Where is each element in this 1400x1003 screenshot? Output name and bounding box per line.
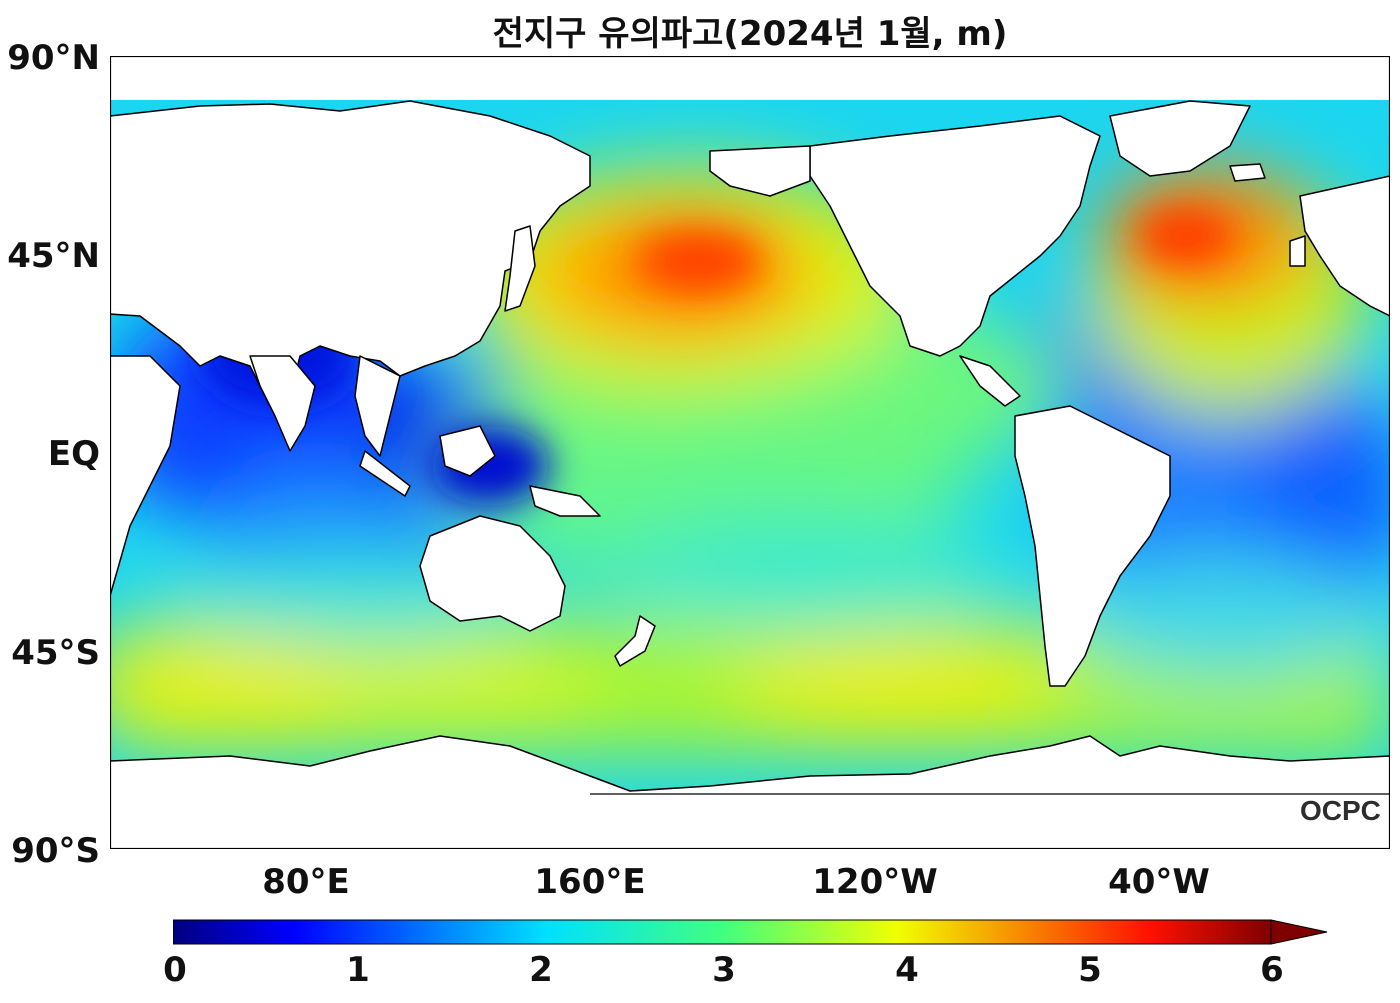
colorbar-tick-0: 0 bbox=[163, 950, 187, 990]
lon-label-40w: 40°W bbox=[1108, 862, 1210, 902]
land-greenland bbox=[1109, 100, 1251, 177]
land-sumatra bbox=[359, 450, 411, 497]
land-north-america bbox=[809, 115, 1101, 357]
colorbar-tick-1: 1 bbox=[346, 950, 370, 990]
land-japan bbox=[504, 225, 536, 312]
land-british-isles bbox=[1289, 235, 1306, 267]
lat-label-eq: EQ bbox=[47, 434, 100, 474]
antarctic-no-data bbox=[110, 794, 1390, 849]
land-new-zealand bbox=[614, 615, 656, 667]
lon-label-160e: 160°E bbox=[534, 862, 646, 902]
colorbar-tick-4: 4 bbox=[895, 950, 919, 990]
colorbar-tick-5: 5 bbox=[1078, 950, 1102, 990]
land-europe bbox=[1299, 175, 1390, 317]
lat-label-45s: 45°S bbox=[11, 633, 100, 673]
land-africa-part bbox=[110, 355, 181, 597]
land-australia bbox=[419, 515, 566, 632]
arctic-no-data bbox=[110, 56, 1390, 100]
lon-label-80e: 80°E bbox=[262, 862, 350, 902]
ocpc-watermark: OCPC bbox=[1300, 795, 1381, 826]
land-borneo bbox=[439, 425, 496, 477]
lat-label-90n: 90°N bbox=[7, 38, 100, 78]
colorbar-tick-2: 2 bbox=[529, 950, 553, 990]
colorbar-extend-arrow bbox=[1270, 919, 1328, 945]
land-alaska bbox=[709, 145, 811, 197]
colorbar-tick-6: 6 bbox=[1260, 950, 1284, 990]
land-india bbox=[249, 355, 316, 452]
land-iceland bbox=[1229, 163, 1266, 182]
colorbar-tick-3: 3 bbox=[712, 950, 736, 990]
lon-label-120w: 120°W bbox=[812, 862, 938, 902]
land-eurasia bbox=[110, 100, 591, 407]
lat-label-90s: 90°S bbox=[11, 831, 100, 871]
land-central-america bbox=[959, 355, 1021, 407]
lat-label-45n: 45°N bbox=[7, 236, 100, 276]
land-se-asia bbox=[354, 355, 401, 457]
map-title: 전지구 유의파고(2024년 1월, m) bbox=[492, 14, 1008, 54]
land-south-america bbox=[1014, 405, 1171, 687]
colorbar bbox=[173, 919, 1328, 945]
land-new-guinea bbox=[529, 485, 601, 517]
wave-height-map bbox=[110, 56, 1390, 849]
